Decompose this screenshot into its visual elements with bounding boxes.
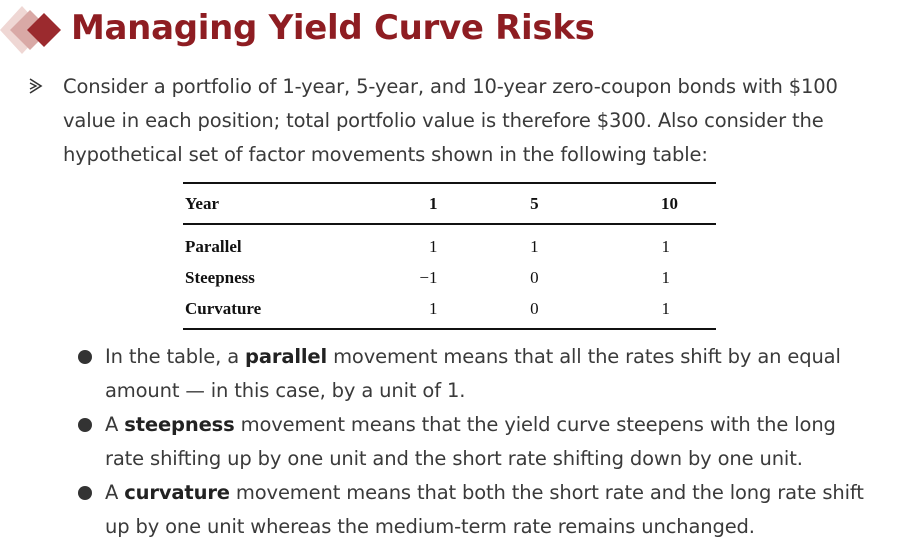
- bullet-term: parallel: [245, 345, 328, 368]
- list-item: In the table, a parallel movement means …: [78, 340, 878, 408]
- dot-bullet-icon: [78, 418, 92, 432]
- bullet-text-after: movement means that both the short rate …: [105, 481, 864, 538]
- cell-value: 1: [661, 267, 671, 287]
- cell-value: 0: [530, 298, 539, 318]
- cell-value: 1: [428, 298, 438, 318]
- header-5: 5: [530, 193, 539, 213]
- title-row: Managing Yield Curve Risks: [0, 2, 897, 58]
- bullet-term: steepness: [124, 413, 235, 436]
- header-1: 1: [428, 193, 438, 213]
- list-item: A curvature movement means that both the…: [78, 476, 878, 544]
- cell-value: 1: [661, 298, 671, 318]
- table-row: Parallel 1 1 1: [183, 224, 716, 262]
- table-header-row: Year 1 5 10: [183, 183, 716, 224]
- bullet-text-before: A: [105, 413, 125, 436]
- dot-bullet-icon: [78, 486, 92, 500]
- cell-value: 1: [661, 236, 671, 256]
- bullet-text-after: movement means that the yield curve stee…: [105, 413, 836, 470]
- table-row: Curvature 1 0 1: [183, 293, 716, 329]
- bullet-text-before: A: [105, 481, 125, 504]
- list-item: A steepness movement means that the yiel…: [78, 408, 878, 476]
- factor-movement-table: Year 1 5 10 Parallel 1 1 1 Steepness −1 …: [183, 182, 716, 330]
- header-10: 10: [661, 193, 678, 213]
- bullet-term: curvature: [124, 481, 230, 504]
- cell-value: 1: [530, 236, 539, 256]
- intro-text: Consider a portfolio of 1-year, 5-year, …: [63, 75, 838, 166]
- cell-value: 1: [428, 236, 438, 256]
- row-label: Parallel: [185, 236, 242, 256]
- table-row: Steepness −1 0 1: [183, 262, 716, 293]
- dot-bullet-icon: [78, 350, 92, 364]
- double-diamond-icon: [0, 6, 61, 54]
- row-label: Steepness: [185, 267, 255, 287]
- cell-value: 0: [530, 267, 539, 287]
- page-title: Managing Yield Curve Risks: [71, 8, 595, 48]
- bullet-list: In the table, a parallel movement means …: [78, 340, 878, 544]
- arrow-bullet-icon: [29, 78, 43, 94]
- row-label: Curvature: [185, 298, 262, 318]
- header-year: Year: [185, 193, 219, 213]
- cell-value: −1: [419, 267, 438, 287]
- bullet-text-after: movement means that all the rates shift …: [105, 345, 841, 402]
- bullet-text-before: In the table, a: [105, 345, 246, 368]
